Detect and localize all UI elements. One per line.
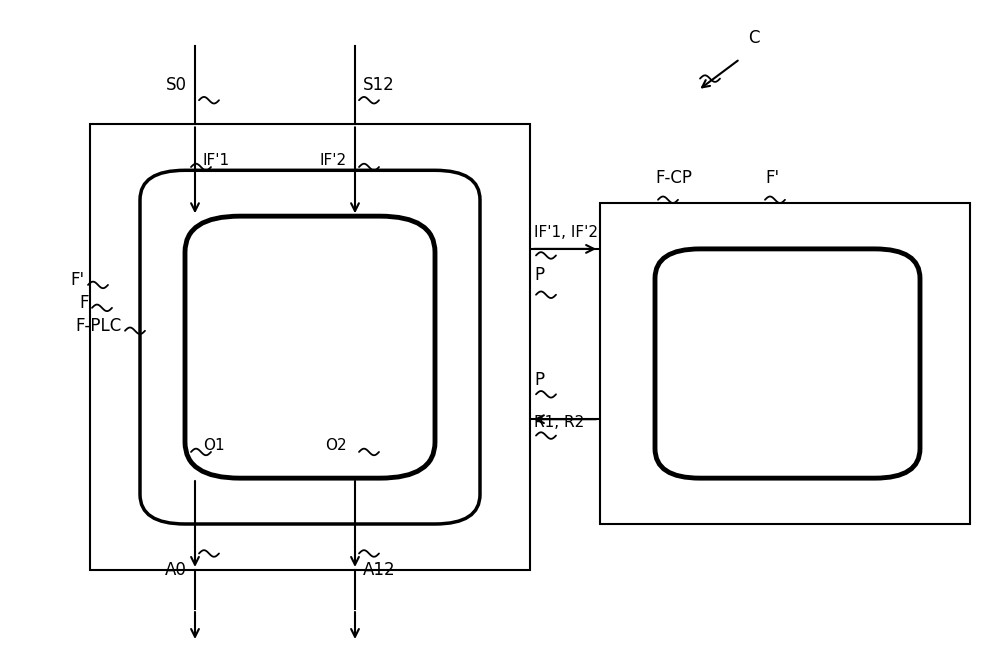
- Text: A0: A0: [165, 561, 187, 579]
- Bar: [600, 203, 970, 524]
- Text: P: P: [534, 266, 544, 284]
- Text: A12: A12: [363, 561, 396, 579]
- Text: IF'1: IF'1: [203, 153, 230, 168]
- Text: P: P: [534, 371, 544, 389]
- Text: F': F': [70, 271, 84, 290]
- Text: F: F: [80, 294, 89, 312]
- Text: F': F': [765, 169, 779, 187]
- Text: O1: O1: [203, 438, 225, 453]
- Text: S0: S0: [166, 76, 187, 94]
- Bar: [90, 124, 530, 570]
- Text: O2: O2: [325, 438, 347, 453]
- Text: C: C: [748, 29, 760, 47]
- Text: S12: S12: [363, 76, 395, 94]
- Text: R1, R2: R1, R2: [534, 415, 584, 430]
- Text: F-CP: F-CP: [655, 169, 692, 187]
- Text: F-PLC: F-PLC: [76, 317, 122, 335]
- Text: IF'2: IF'2: [320, 153, 347, 168]
- Text: IF'1, IF'2: IF'1, IF'2: [534, 225, 598, 240]
